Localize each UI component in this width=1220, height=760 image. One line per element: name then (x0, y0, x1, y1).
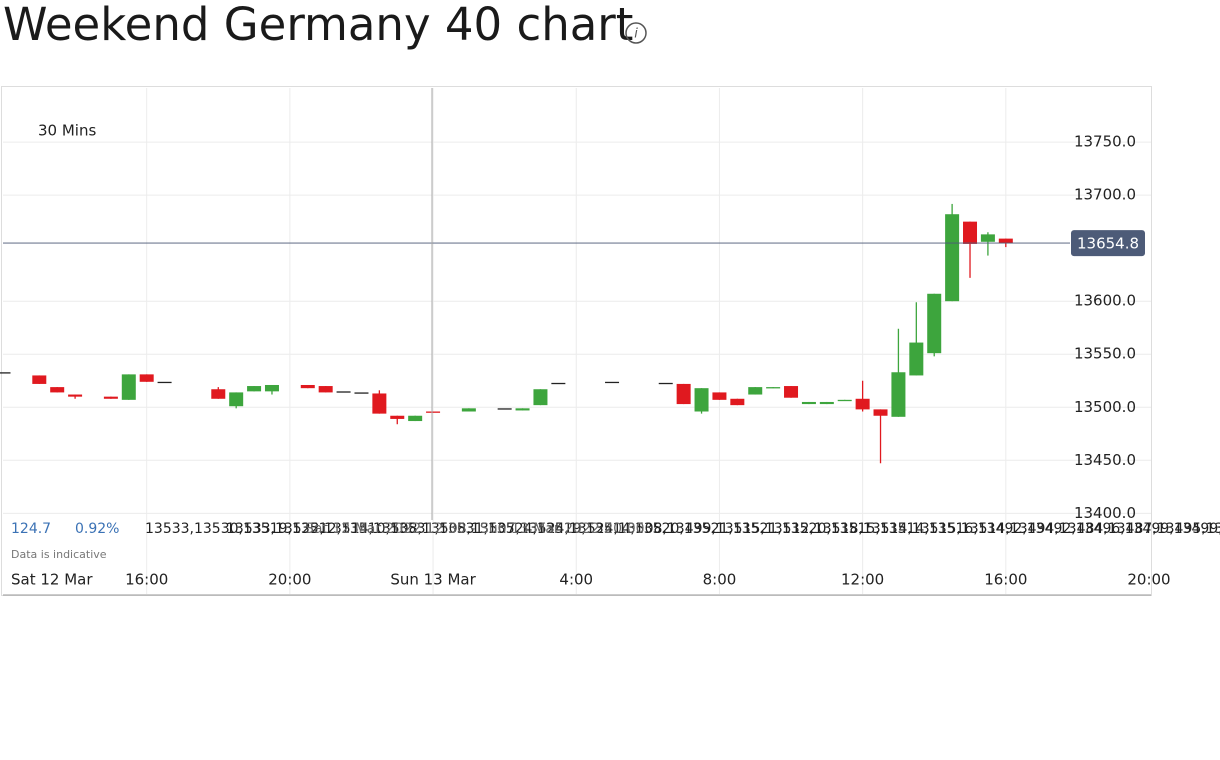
candle-body (515, 408, 530, 411)
x-tick-label: 16:00 (984, 571, 1027, 589)
x-tick-label: 8:00 (703, 571, 737, 589)
note: Data is indicative (11, 548, 107, 561)
range: Sat 12 Mar 2022 12:30 - Sun 13 Mar 2022 … (305, 521, 645, 537)
candle-body (354, 392, 369, 394)
candle-body (945, 214, 960, 302)
y-tick-label: 13400.0 (1074, 504, 1136, 522)
candle-body (50, 387, 65, 393)
x-tick-label: Sun 13 Mar (390, 571, 476, 589)
x-tick-label: Sat 12 Mar (11, 571, 93, 589)
candle-body (801, 401, 816, 405)
candle-body (533, 389, 548, 406)
candle-body (855, 398, 870, 410)
change-pct: 0.92% (75, 521, 119, 537)
y-tick-label: 13700.0 (1074, 186, 1136, 204)
candle-body (264, 384, 279, 392)
candle-body (766, 387, 781, 389)
candle-body (139, 374, 154, 382)
low-stat: 13533,13522,13514,13508,13508,13507,1352… (226, 521, 1220, 537)
candle-body (497, 408, 512, 410)
candle-body (819, 401, 834, 405)
y-tick-label: 13550.0 (1074, 345, 1136, 363)
y-tick-label: 13500.0 (1074, 398, 1136, 416)
candle-body (390, 415, 405, 419)
candle-body (426, 411, 441, 413)
candle-body (461, 408, 476, 412)
candle-body (694, 388, 709, 412)
candle-body (676, 383, 691, 405)
candle-body (891, 372, 906, 417)
high-stat: 13533,13530,13519,13512,13510,13531,1353… (145, 521, 1220, 537)
chart-title: Weekend Germany 40 chart (3, 0, 633, 51)
plot: 13400.0 13450.0 13500.0 13550.0 13600.0 13700… (0, 88, 1171, 594)
candle-body (247, 386, 262, 392)
last-price-label: 13654.8 (1077, 235, 1139, 253)
candle-body (0, 372, 11, 374)
candle-body (998, 238, 1013, 244)
x-tick-label: 16:00 (125, 571, 168, 589)
candle-body (963, 221, 978, 244)
candle-body (408, 415, 423, 422)
candle-body (784, 386, 799, 398)
candle-body (103, 396, 118, 399)
candle-body (837, 399, 852, 402)
y-tick-label: 13450.0 (1074, 451, 1136, 469)
candle-body (318, 386, 333, 393)
candle-body (927, 293, 942, 354)
change: 124.7 (11, 521, 51, 537)
info-icon[interactable]: i (625, 22, 647, 44)
candle-body (336, 391, 351, 393)
x-tick-label: 4:00 (559, 571, 593, 589)
x-tick-label: 12:00 (841, 571, 884, 589)
candle-body (980, 234, 995, 242)
candle-body (300, 384, 315, 389)
x-tick-label: 20:00 (1127, 571, 1170, 589)
candle-body (551, 382, 566, 385)
candle-body (211, 389, 226, 399)
candle-body (157, 381, 172, 384)
candle-body (229, 392, 244, 407)
candle-body (748, 387, 763, 395)
candle-body (121, 374, 136, 400)
svg-text:i: i (634, 27, 638, 42)
candle-body (68, 394, 83, 397)
x-tick-label: 20:00 (268, 571, 311, 589)
y-tick-label: 13600.0 (1074, 292, 1136, 310)
last-price-box (1071, 230, 1145, 257)
candle-body (658, 382, 673, 385)
candle-body (730, 398, 745, 406)
candle-body (372, 393, 387, 414)
candle-body (712, 392, 727, 400)
candle-body (32, 375, 47, 384)
candle-body (605, 381, 620, 384)
y-tick-label: 13750.0 (1074, 133, 1136, 151)
candle-body (873, 409, 888, 416)
candle-body (909, 342, 924, 376)
interval-label[interactable]: 30 Mins (38, 122, 96, 140)
